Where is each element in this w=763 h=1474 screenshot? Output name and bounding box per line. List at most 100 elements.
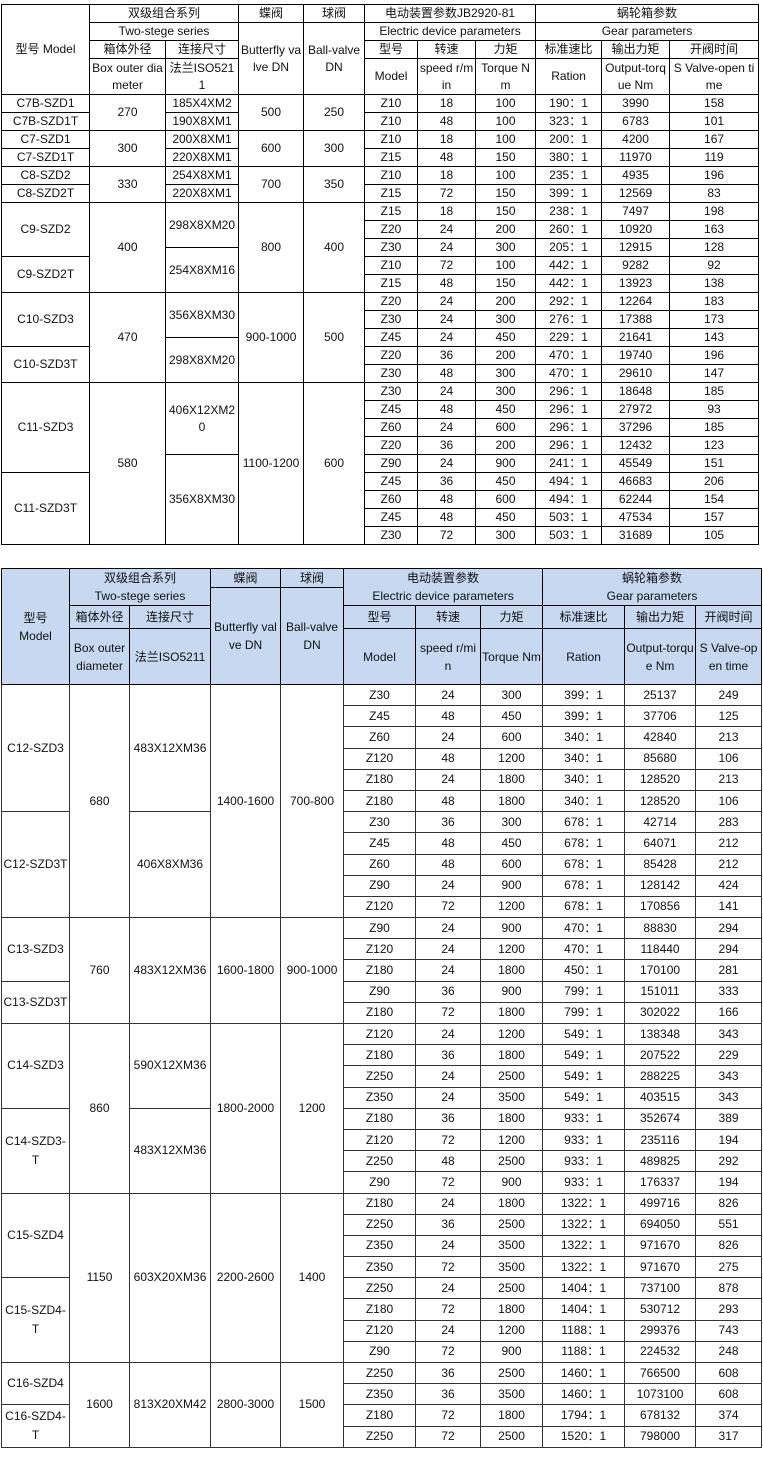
header-output-cn: 输出力矩	[601, 40, 671, 59]
ratio: 1322：1	[542, 1192, 626, 1215]
motor-model: Z20	[364, 346, 419, 365]
speed: 18	[417, 166, 477, 185]
header-model: 型号 Model	[1, 4, 90, 95]
motor-model: Z350	[343, 1234, 417, 1258]
valve-model: C8-SZD2T	[1, 184, 90, 203]
torque: 200	[475, 220, 537, 239]
motor-model: Z15	[364, 184, 419, 203]
output-torque: 19740	[601, 346, 671, 365]
output-torque: 224532	[624, 1340, 697, 1364]
ratio: 549：1	[542, 1086, 626, 1109]
motor-model: Z90	[343, 1340, 417, 1364]
open-time: 743	[695, 1319, 763, 1342]
torque: 200	[475, 292, 537, 311]
table-row: Z250 72 2500 1520：1 798000 317	[2, 1425, 763, 1448]
torque: 600	[480, 853, 544, 876]
output-torque: 352674	[624, 1107, 697, 1130]
motor-model: Z120	[343, 1022, 417, 1046]
torque: 900	[480, 874, 544, 897]
torque: 300	[475, 238, 537, 257]
output-torque: 170100	[624, 959, 697, 982]
speed: 72	[415, 1256, 482, 1279]
motor-model: Z250	[343, 1213, 417, 1236]
ratio: 1404：1	[542, 1277, 626, 1300]
motor-model: Z30	[364, 382, 419, 401]
output-torque: 62244	[601, 490, 671, 509]
ratio: 450：1	[542, 959, 626, 982]
ratio: 296：1	[535, 400, 603, 419]
torque: 900	[480, 1340, 544, 1364]
output-torque: 12569	[601, 184, 671, 203]
header-output-en: Output-torque Nm	[601, 58, 671, 95]
open-time: 198	[669, 202, 760, 221]
torque: 100	[475, 112, 537, 131]
table-row: C14-SZD3 860 590X12XM36 1800-2000 1200 Z120 24…	[1, 1022, 763, 1194]
motor-model: Z60	[364, 418, 419, 437]
header-electric: 电动装置参数 Electric device parameters	[343, 568, 544, 606]
open-time: 608	[695, 1383, 763, 1406]
torque: 450	[475, 508, 537, 527]
box-outer-diameter: 270	[89, 94, 166, 131]
motor-model: Z20	[364, 292, 419, 311]
motor-model: Z120	[343, 747, 417, 770]
speed: 24	[415, 959, 482, 982]
table-row: C13-SZD3 760 483X12XM36 1600-1800 900-1000 Z9…	[1, 917, 763, 1024]
ball-valve-dn: 700-800	[280, 683, 345, 919]
ratio: 292：1	[535, 292, 603, 311]
motor-model: Z120	[343, 1128, 417, 1152]
speed: 24	[417, 310, 477, 329]
header-ball-cn: 球阀	[280, 568, 345, 588]
table-row: C8-SZD2T 220X8XM1 Z15 72 150 399：1 12569 83	[1, 184, 760, 203]
torque: 600	[480, 726, 544, 749]
ratio: 399：1	[542, 683, 626, 707]
table-row: C15-SZD4 1150 603X20XM36 2200-2600 1400 Z180 2…	[1, 1192, 763, 1363]
motor-model: Z10	[364, 94, 419, 113]
open-time: 93	[669, 400, 760, 419]
header-series-en: Two-stege series	[94, 589, 186, 603]
valve-model: C7-SZD1	[1, 130, 90, 149]
open-time: 229	[695, 1044, 763, 1067]
speed: 72	[415, 1404, 482, 1427]
valve-model: C14-SZD3-T	[1, 1107, 70, 1194]
butterfly-valve-dn: 800	[238, 202, 305, 293]
torque: 1800	[480, 768, 544, 791]
valve-model: C15-SZD4-T	[1, 1277, 70, 1363]
header-time-en: S Valve-open time	[669, 58, 760, 95]
butterfly-valve-dn: 2800-3000	[210, 1362, 282, 1448]
valve-model: C11-SZD3T	[1, 472, 90, 545]
open-time: 343	[695, 1065, 763, 1088]
butterfly-valve-dn: 1400-1600	[210, 683, 282, 919]
header-electric-cn: 电动装置参数	[407, 571, 480, 585]
speed: 36	[415, 1383, 482, 1406]
speed: 36	[415, 1361, 482, 1385]
flange-size: 406X8XM36	[128, 811, 212, 919]
speed: 48	[417, 148, 477, 167]
flange-size: 254X8XM1	[164, 166, 240, 185]
torque: 150	[475, 274, 537, 293]
header-model-en: Model	[19, 628, 52, 643]
speed: 24	[417, 220, 477, 239]
motor-model: Z90	[343, 874, 417, 897]
open-time: 151	[669, 454, 760, 473]
ratio: 1794：1	[542, 1404, 626, 1427]
motor-model: Z180	[343, 1192, 417, 1215]
ratio: 1460：1	[542, 1383, 626, 1406]
butterfly-valve-dn: 2200-2600	[210, 1192, 282, 1363]
output-torque: 18648	[601, 382, 671, 401]
header-motor-model-en: Model	[343, 628, 417, 685]
valve-model: C7B-SZD1	[1, 94, 90, 113]
valve-model: C13-SZD3	[1, 917, 70, 982]
ratio: 205：1	[535, 238, 603, 257]
table-row: C12-SZD3T 406X8XM36 Z30 36 300 678：1 42714 283	[1, 811, 763, 919]
butterfly-valve-dn: 700	[238, 166, 305, 203]
motor-model: Z20	[364, 220, 419, 239]
torque: 150	[475, 202, 537, 221]
torque: 1800	[480, 1044, 544, 1067]
table-row: Z350 24 3500 549：1 403515 343	[2, 1086, 763, 1109]
output-torque: 12264	[601, 292, 671, 311]
table-row: C9-SZD2 400 298X8XM20 800 400 Z15 18 150 238：1 74…	[1, 202, 760, 293]
motor-model: Z45	[343, 832, 417, 855]
speed: 24	[417, 418, 477, 437]
ratio: 340：1	[542, 789, 626, 813]
output-torque: 766500	[624, 1361, 697, 1385]
